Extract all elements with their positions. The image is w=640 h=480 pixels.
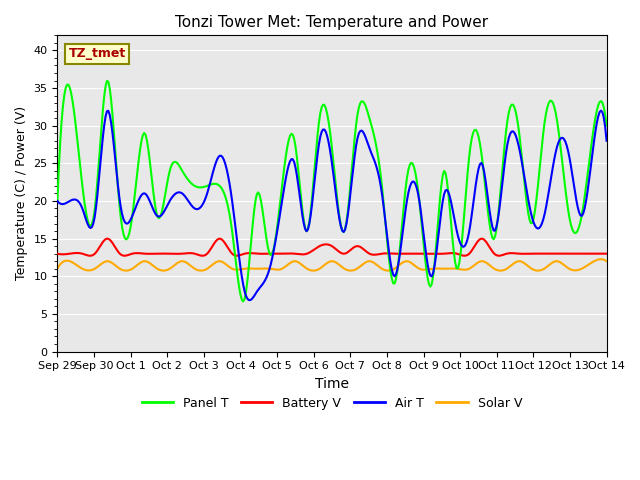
Title: Tonzi Tower Met: Temperature and Power: Tonzi Tower Met: Temperature and Power xyxy=(175,15,488,30)
Y-axis label: Temperature (C) / Power (V): Temperature (C) / Power (V) xyxy=(15,107,28,280)
Legend: Panel T, Battery V, Air T, Solar V: Panel T, Battery V, Air T, Solar V xyxy=(137,392,527,415)
X-axis label: Time: Time xyxy=(315,377,349,391)
Text: TZ_tmet: TZ_tmet xyxy=(68,48,125,60)
